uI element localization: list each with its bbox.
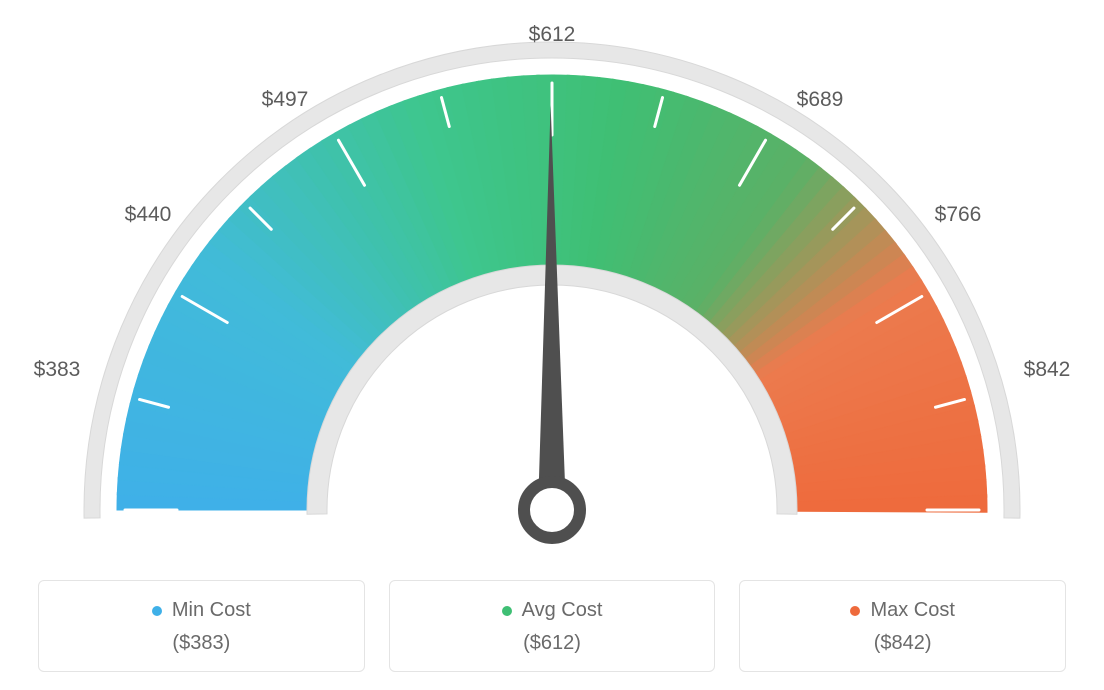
gauge-tick-label: $689 [797,88,844,112]
legend-value-min: ($383) [49,632,354,655]
legend-value-max: ($842) [750,632,1055,655]
legend-label-max: Max Cost [850,599,954,622]
gauge-tick-label: $383 [34,358,81,382]
legend-label-min: Min Cost [152,599,251,622]
gauge-svg [0,0,1104,560]
dot-icon-min [152,606,162,616]
legend-label-text-avg: Avg Cost [522,599,603,622]
dot-icon-avg [502,606,512,616]
gauge-tick-label: $440 [125,203,172,227]
legend-label-avg: Avg Cost [502,599,603,622]
dot-icon-max [850,606,860,616]
gauge-tick-label: $497 [262,88,309,112]
legend-label-text-min: Min Cost [172,599,251,622]
legend-box-max: Max Cost ($842) [739,580,1066,672]
gauge-tick-label: $842 [1024,358,1071,382]
gauge-chart-container: $383 $440 $497 $612 $689 $766 $842 Min Cost ($… [0,0,1104,690]
legend-box-avg: Avg Cost ($612) [389,580,716,672]
gauge-tick-label: $612 [529,23,576,47]
legend-row: Min Cost ($383) Avg Cost ($612) Max Cost… [0,580,1104,672]
legend-label-text-max: Max Cost [870,599,954,622]
gauge-tick-label: $766 [935,203,982,227]
gauge-area: $383 $440 $497 $612 $689 $766 $842 [0,0,1104,560]
legend-value-avg: ($612) [400,632,705,655]
legend-box-min: Min Cost ($383) [38,580,365,672]
